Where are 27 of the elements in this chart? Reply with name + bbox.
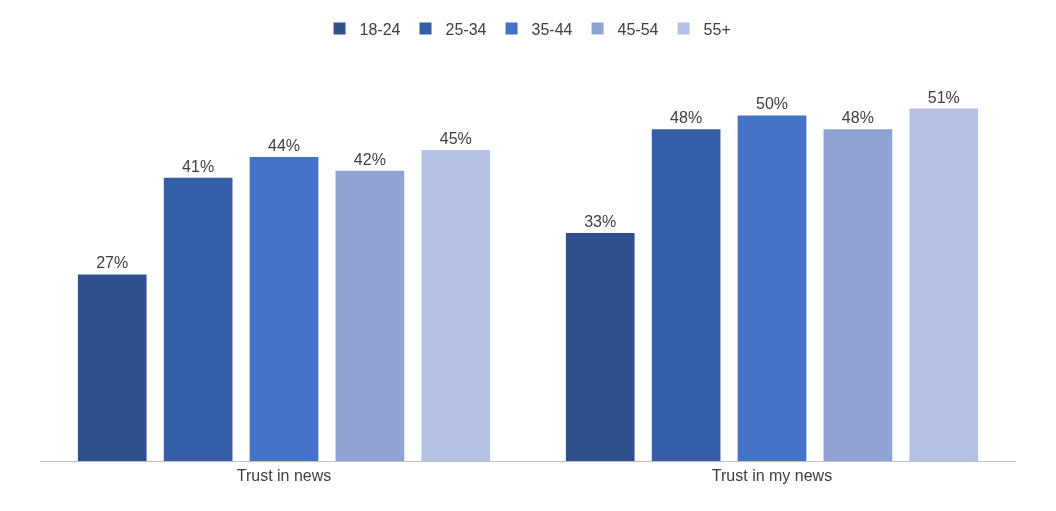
data-label: 42% — [353, 150, 386, 168]
bar — [77, 274, 147, 461]
legend-label: 45-54 — [617, 20, 659, 38]
data-label: 45% — [439, 130, 472, 148]
data-label: 33% — [584, 212, 617, 230]
bar — [823, 129, 893, 461]
data-label: 27% — [96, 254, 129, 272]
bar — [421, 150, 491, 461]
data-label: 44% — [267, 136, 301, 154]
bar — [335, 170, 405, 461]
legend-label: 35-44 — [531, 20, 573, 38]
data-label: 48% — [841, 109, 874, 127]
x-tick-label: Trust in news — [236, 467, 332, 485]
data-label: 48% — [670, 109, 703, 127]
bar — [909, 108, 979, 461]
bar — [565, 232, 635, 461]
bar — [163, 177, 233, 461]
bar — [737, 115, 807, 461]
data-label: 51% — [927, 88, 960, 106]
data-label: 41% — [182, 157, 215, 175]
legend-label: 25-34 — [445, 20, 487, 38]
bar — [651, 129, 721, 461]
legend-label: 18-24 — [359, 20, 401, 38]
data-label: 50% — [755, 95, 789, 113]
bar — [249, 156, 319, 461]
x-tick-label: Trust in my news — [711, 467, 833, 485]
legend-label: 55+ — [703, 20, 731, 38]
